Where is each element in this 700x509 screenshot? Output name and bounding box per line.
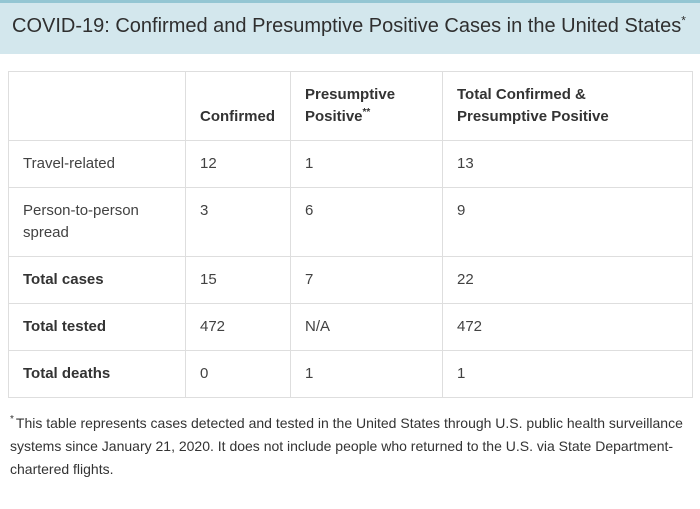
cases-table-container: Confirmed Presumptive Positive** Total C… [8, 71, 693, 398]
page-title: COVID-19: Confirmed and Presumptive Posi… [12, 13, 688, 40]
cell-value: 1 [290, 350, 443, 398]
row-label: Person-to-person spread [8, 187, 186, 257]
table-row-total-tested: Total tested 472 N/A 472 [8, 303, 693, 351]
page-title-asterisk: * [681, 13, 686, 28]
page-title-text: COVID-19: Confirmed and Presumptive Posi… [12, 15, 682, 37]
cell-value: 12 [185, 140, 291, 188]
header-cell-confirmed: Confirmed [185, 71, 291, 141]
cell-value: 1 [290, 140, 443, 188]
footnote-text: This table represents cases detected and… [10, 415, 683, 477]
panel-header: COVID-19: Confirmed and Presumptive Posi… [0, 0, 700, 54]
cell-value: 15 [185, 256, 291, 304]
cell-value: N/A [290, 303, 443, 351]
table-row-total-deaths: Total deaths 0 1 1 [8, 350, 693, 398]
footnote: * This table represents cases detected an… [10, 412, 690, 481]
table-body: Travel-related 12 1 13 Person-to-person … [8, 140, 693, 398]
row-label: Travel-related [8, 140, 186, 188]
double-asterisk: ** [362, 107, 371, 118]
cell-value: 13 [442, 140, 693, 188]
table-header: Confirmed Presumptive Positive** Total C… [8, 71, 693, 141]
table-row-travel-related: Travel-related 12 1 13 [8, 140, 693, 188]
cell-value: 22 [442, 256, 693, 304]
table-row-total-cases: Total cases 15 7 22 [8, 256, 693, 304]
cell-value: 472 [442, 303, 693, 351]
header-cell-presumptive: Presumptive Positive** [290, 71, 443, 141]
header-row: Confirmed Presumptive Positive** Total C… [8, 71, 693, 141]
table-row-person-to-person: Person-to-person spread 3 6 9 [8, 187, 693, 257]
footnote-asterisk: * [10, 414, 14, 426]
cell-value: 3 [185, 187, 291, 257]
cell-value: 0 [185, 350, 291, 398]
header-cell-blank [8, 71, 186, 141]
cases-table: Confirmed Presumptive Positive** Total C… [8, 71, 693, 398]
header-cell-total: Total Confirmed & Presumptive Positive [442, 71, 693, 141]
row-label: Total deaths [8, 350, 186, 398]
cell-value: 9 [442, 187, 693, 257]
cell-value: 1 [442, 350, 693, 398]
cell-value: 472 [185, 303, 291, 351]
cell-value: 6 [290, 187, 443, 257]
row-label: Total cases [8, 256, 186, 304]
cell-value: 7 [290, 256, 443, 304]
row-label: Total tested [8, 303, 186, 351]
